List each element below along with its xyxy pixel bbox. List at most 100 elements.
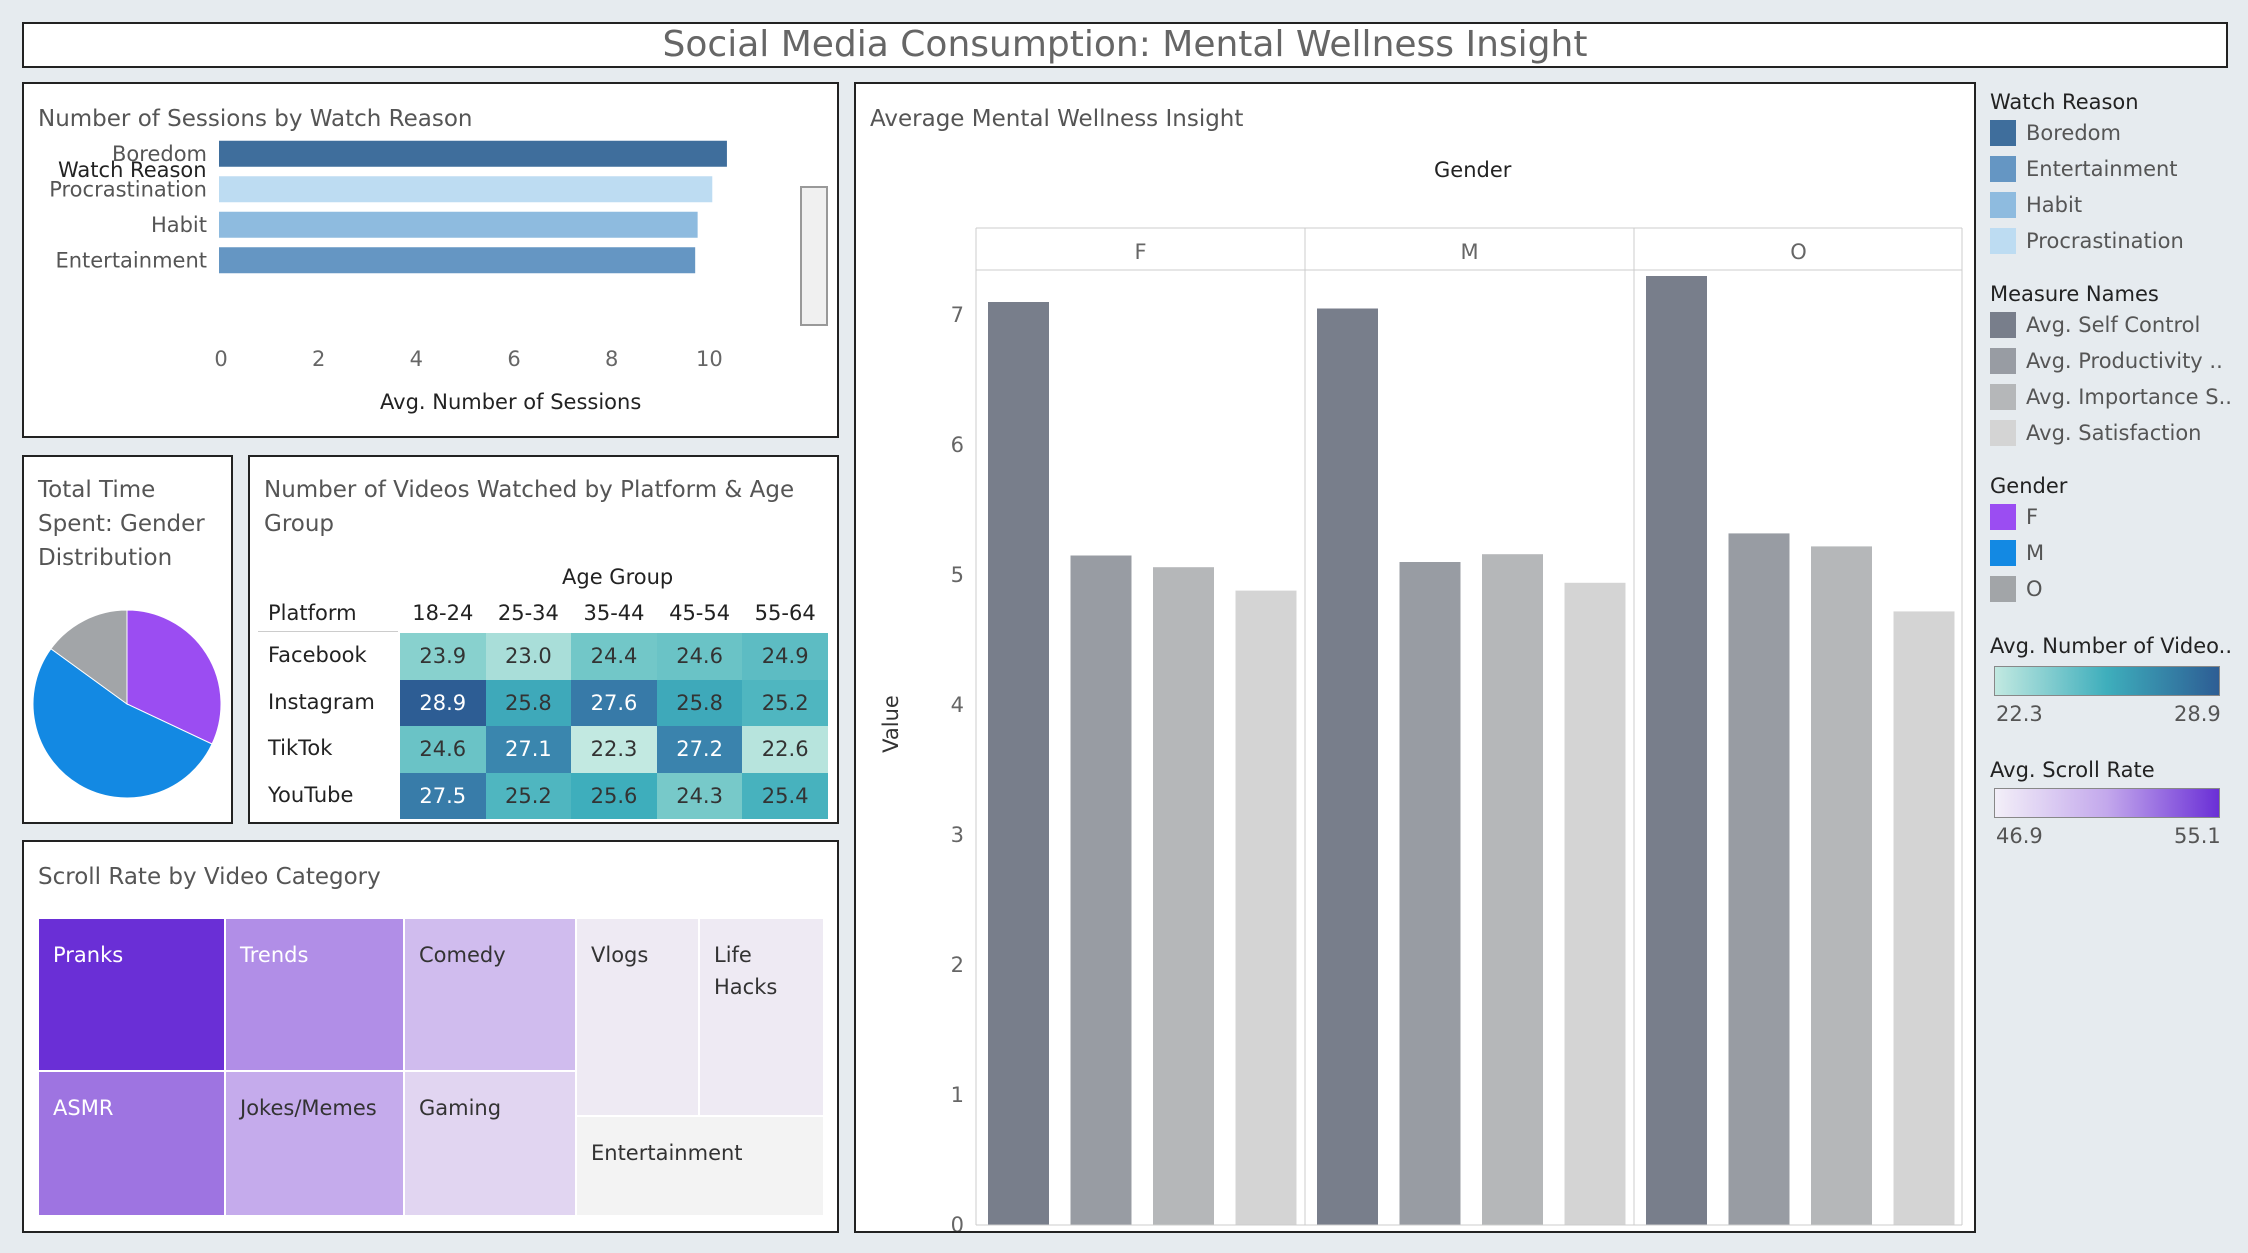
legend-swatch [1990, 420, 2016, 446]
treemap-panel: Scroll Rate by Video Category Pranks Tren… [22, 840, 839, 1233]
legend-label: Boredom [2026, 121, 2121, 145]
legend-label: Avg. Satisfaction [2026, 421, 2202, 445]
session-x-tick: 10 [696, 347, 723, 371]
legend-swatch [1990, 156, 2016, 182]
pie-title-line-2: Spent: Gender [38, 511, 205, 537]
gender-pane-label: F [1134, 240, 1146, 264]
heatmap-cell: 24.3 [656, 772, 743, 819]
treemap-tile-entertainment: Entertainment [576, 1116, 824, 1216]
treemap: Pranks Trends Comedy Vlogs Life Hacks ASMR Jok… [38, 918, 824, 1216]
heatmap-cell: 24.9 [742, 633, 828, 680]
heatmap-cell: 23.0 [485, 633, 572, 680]
legend-item[interactable]: Boredom [1990, 120, 2121, 146]
legend-item[interactable]: Habit [1990, 192, 2082, 218]
videos-gradient-max: 28.9 [2174, 702, 2221, 726]
legend-label: Habit [2026, 193, 2083, 217]
legend-item[interactable]: O [1990, 576, 2043, 602]
age-group-label: 55-64 [754, 601, 816, 625]
legends: Watch Reason Boredom Entertainment Habit Pr… [1990, 82, 2240, 1233]
wellness-y-axis-title: Value [879, 695, 903, 753]
legend-swatch [1990, 348, 2016, 374]
heatmap-panel: Number of Videos Watched by Platform & A… [248, 455, 839, 824]
legend-swatch [1990, 312, 2016, 338]
wellness-bar [1564, 582, 1626, 1225]
videos-gradient-title: Avg. Number of Video.. [1990, 634, 2233, 658]
heatmap-cell: 22.3 [571, 726, 657, 773]
heatmap-cell: 25.8 [485, 679, 572, 726]
sessions-bar-chart: Boredom Procrastination Habit Entertainment… [49, 140, 727, 371]
heatmap-cell: 27.6 [571, 679, 657, 726]
legend-item[interactable]: Avg. Importance S.. [1990, 384, 2232, 410]
heatmap-cell: 25.2 [742, 679, 828, 726]
heatmap-cell: 24.6 [400, 726, 486, 773]
legend-label: Avg. Self Control [2026, 313, 2201, 337]
legend-item[interactable]: Procrastination [1990, 228, 2184, 254]
treemap-tile-trends: Trends [225, 918, 404, 1071]
legend-swatch [1990, 384, 2016, 410]
heatmap-cell: 28.9 [400, 679, 486, 726]
heatmap-cell: 25.4 [742, 772, 828, 819]
heatmap-cell: 25.2 [485, 772, 572, 819]
sessions-panel-title: Number of Sessions by Watch Reason [38, 106, 473, 132]
session-x-tick: 0 [214, 347, 227, 371]
wellness-bar [1317, 308, 1378, 1225]
heatmap-cell: 27.2 [656, 726, 743, 773]
legend-label: O [2026, 577, 2043, 601]
legend-item[interactable]: Avg. Self Control [1990, 312, 2200, 338]
wellness-bar [1728, 533, 1790, 1225]
age-group-label: 35-44 [583, 601, 645, 625]
treemap-title: Scroll Rate by Video Category [38, 864, 381, 890]
legend-label: Avg. Productivity .. [2026, 349, 2223, 373]
wellness-y-tick: 7 [951, 303, 964, 327]
session-category-label: Entertainment [55, 248, 207, 272]
legend-item[interactable]: Entertainment [1990, 156, 2178, 182]
legend-item[interactable]: F [1990, 504, 2038, 530]
treemap-tile-life-hacks: Life Hacks [699, 918, 824, 1116]
legend-swatch [1990, 120, 2016, 146]
watch-reason-row-header: Watch Reason [58, 158, 207, 182]
legend-item[interactable]: M [1990, 540, 2044, 566]
treemap-tile-jokes-memes: Jokes/Memes [225, 1071, 404, 1216]
platform-label: YouTube [268, 782, 354, 807]
legend-swatch [1990, 228, 2016, 254]
legend-swatch [1990, 540, 2016, 566]
heatmap-cell: 24.4 [571, 633, 657, 680]
session-bar-boredom [219, 140, 727, 167]
legend-swatch [1990, 192, 2016, 218]
wellness-y-tick: 3 [951, 823, 964, 847]
videos-gradient-bar [1994, 666, 2220, 696]
legend-label: Procrastination [2026, 229, 2184, 253]
scroll-gradient-min: 46.9 [1996, 824, 2043, 848]
wellness-y-tick: 0 [951, 1213, 964, 1231]
wellness-bar [1070, 555, 1132, 1225]
watch-reason-legend-title: Watch Reason [1990, 90, 2139, 114]
wellness-y-tick: 4 [951, 693, 964, 717]
scroll-gradient-title: Avg. Scroll Rate [1990, 758, 2155, 782]
legend-item[interactable]: Avg. Satisfaction [1990, 420, 2202, 446]
videos-gradient-min: 22.3 [1996, 702, 2043, 726]
wellness-bar [988, 302, 1049, 1225]
heatmap-cell: 27.5 [400, 772, 486, 819]
age-group-col-header: Age Group [562, 565, 674, 589]
gender-pie-panel: Total Time Spent: Gender Distribution [22, 455, 233, 824]
session-x-tick: 4 [410, 347, 423, 371]
session-bar-habit [219, 211, 698, 238]
legend-item[interactable]: Avg. Productivity .. [1990, 348, 2223, 374]
heatmap-grid: 18-24 25-34 35-44 45-54 55-64 Facebook 23.9 23.… [250, 457, 837, 822]
age-group-label: 18-24 [412, 601, 474, 625]
heatmap-cell: 24.6 [656, 633, 743, 680]
gender-pane-label: O [1790, 240, 1807, 264]
pie-title-line-3: Distribution [38, 545, 173, 571]
wellness-title: Average Mental Wellness Insight [870, 106, 1244, 132]
wellness-bar [1399, 562, 1461, 1225]
pie-slice-o [50, 609, 128, 705]
treemap-tile-gaming: Gaming [404, 1071, 576, 1216]
pie-slice-m [32, 648, 213, 799]
scrollbar[interactable] [800, 186, 828, 326]
legend-label: M [2026, 541, 2045, 565]
heatmap-cell: 25.8 [656, 679, 743, 726]
scroll-gradient-bar [1994, 788, 2220, 818]
treemap-tile-asmr: ASMR [38, 1071, 225, 1216]
legend-swatch [1990, 504, 2016, 530]
measure-names-legend-title: Measure Names [1990, 282, 2159, 306]
